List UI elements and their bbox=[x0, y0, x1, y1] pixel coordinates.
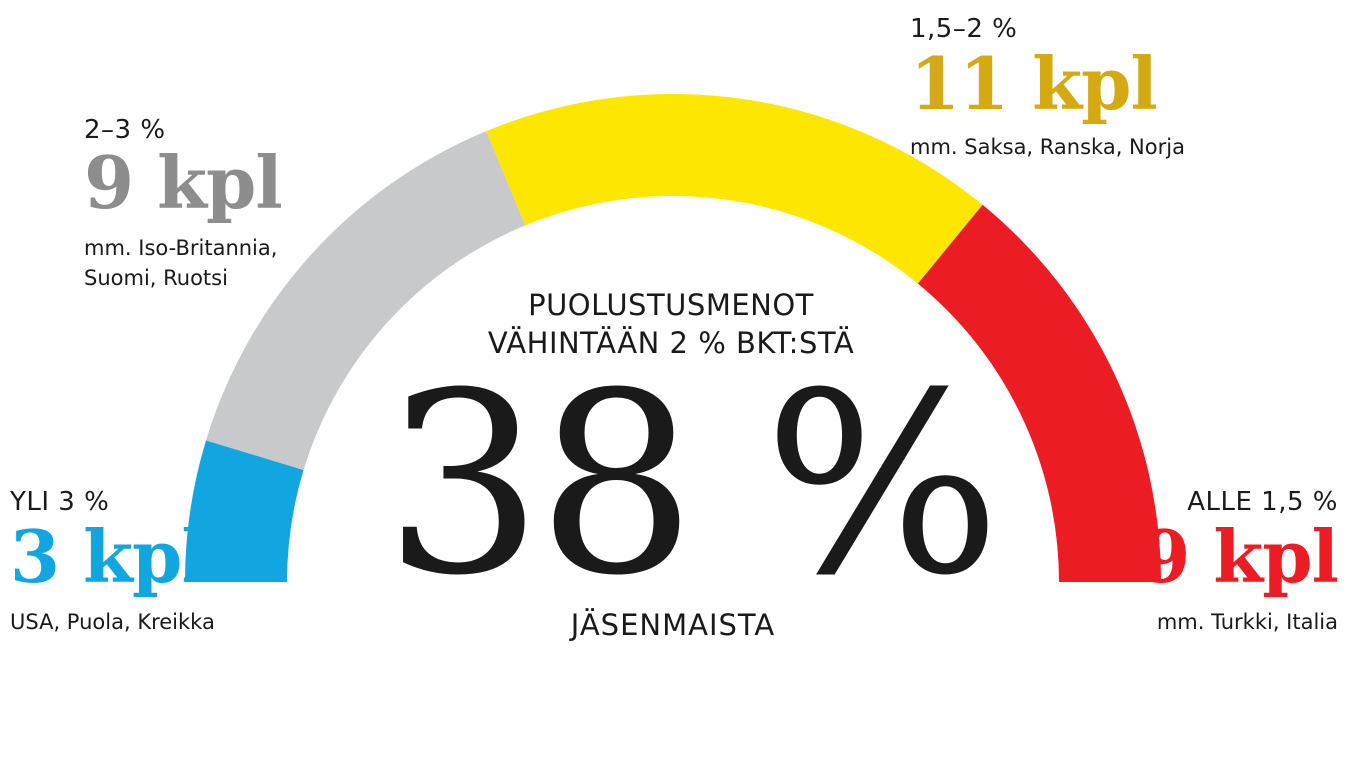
segment-label-under-1-5: ALLE 1,5 % 9 kpl mm. Turkki, Italia bbox=[1140, 487, 1339, 637]
headline-value: 38 % bbox=[384, 339, 1001, 630]
range-label: ALLE 1,5 % bbox=[1187, 487, 1338, 517]
examples-line: Suomi, Ruotsi bbox=[84, 266, 228, 290]
count-label: 9 kpl bbox=[1140, 514, 1339, 599]
examples-line: mm. Iso-Britannia, bbox=[84, 236, 278, 260]
count-label: 11 kpl bbox=[910, 41, 1158, 126]
segment-label-1-5-to-2: 1,5–2 % 11 kpl mm. Saksa, Ranska, Norja bbox=[910, 14, 1185, 162]
headline-caption: JÄSENMAISTA bbox=[0, 608, 1346, 642]
headline-caption-text: JÄSENMAISTA bbox=[570, 608, 776, 642]
gauge-segment-under-1-5 bbox=[917, 204, 1161, 582]
count-label: 9 kpl bbox=[84, 140, 283, 225]
range-label: 1,5–2 % bbox=[910, 14, 1018, 44]
segment-label-2-to-3: 2–3 % 9 kpl mm. Iso-Britannia, Suomi, Ru… bbox=[84, 115, 283, 293]
count-label: 3 kpl bbox=[10, 514, 209, 599]
gauge-segment-over-3 bbox=[185, 440, 304, 582]
gauge-segment-2-to-3 bbox=[206, 131, 526, 470]
examples-line: mm. Saksa, Ranska, Norja bbox=[910, 135, 1185, 159]
examples-line: mm. Turkki, Italia bbox=[1156, 610, 1338, 634]
range-label: 2–3 % bbox=[84, 115, 166, 145]
range-label: YLI 3 % bbox=[10, 487, 110, 517]
segment-label-over-3: YLI 3 % 3 kpl USA, Puola, Kreikka bbox=[10, 487, 215, 637]
title-line: PUOLUSTUSMENOT bbox=[528, 288, 814, 322]
chart-title: PUOLUSTUSMENOT VÄHINTÄÄN 2 % BKT:STÄ bbox=[0, 286, 1346, 362]
title-line: VÄHINTÄÄN 2 % BKT:STÄ bbox=[487, 326, 855, 360]
examples-line: USA, Puola, Kreikka bbox=[10, 610, 215, 634]
gauge-segment-1-5-to-2 bbox=[486, 94, 983, 284]
